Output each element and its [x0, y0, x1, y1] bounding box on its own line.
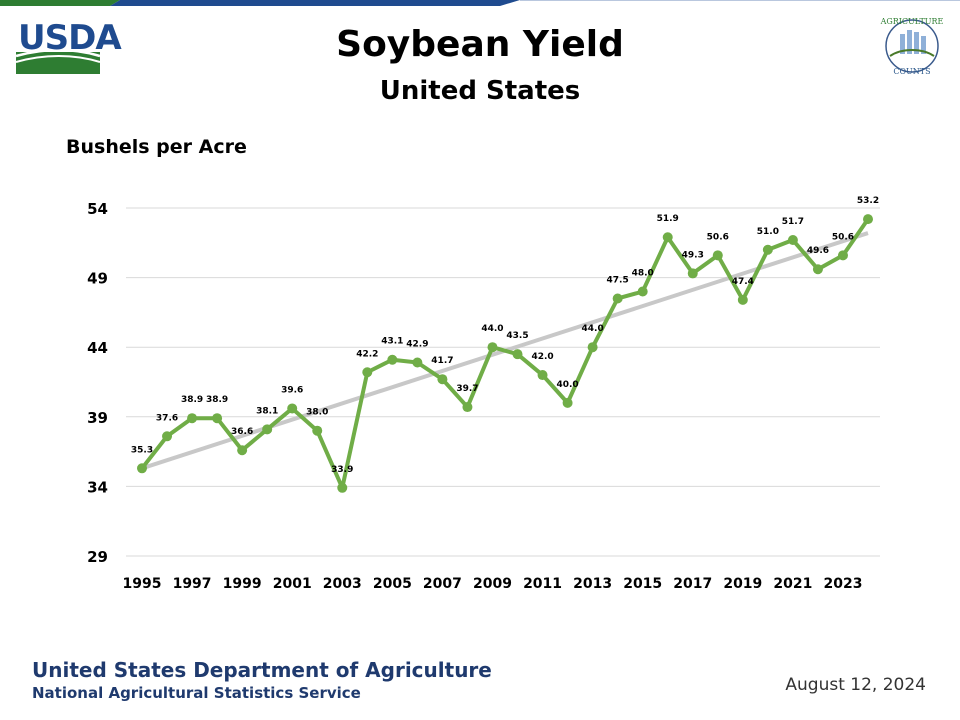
series-line-yield [140, 217, 870, 490]
data-point [837, 250, 848, 261]
footer-agency: National Agricultural Statistics Service [32, 684, 361, 702]
data-point [637, 286, 648, 297]
data-point [287, 403, 298, 414]
data-point [162, 431, 173, 442]
x-tick-label: 2005 [373, 576, 412, 592]
x-tick-label: 2011 [523, 576, 562, 592]
y-tick-label: 39 [87, 409, 108, 427]
data-label: 51.0 [757, 227, 779, 237]
data-label: 51.9 [657, 214, 679, 224]
data-point [137, 463, 147, 474]
data-label: 49.6 [807, 246, 829, 256]
data-label: 33.9 [331, 465, 353, 475]
data-label: 39.6 [281, 385, 303, 395]
x-tick-label: 2023 [823, 576, 862, 592]
data-label: 39.7 [456, 384, 478, 394]
data-label: 43.1 [381, 337, 403, 347]
data-point [337, 482, 348, 493]
data-label: 48.0 [632, 269, 654, 279]
y-tick-label: 29 [87, 548, 108, 566]
data-point [662, 232, 673, 243]
data-point [787, 235, 798, 246]
data-label: 47.4 [732, 277, 754, 287]
data-point [212, 413, 223, 424]
y-tick-label: 49 [87, 270, 108, 288]
data-point [437, 374, 448, 385]
data-point [262, 424, 273, 435]
data-label: 42.0 [531, 352, 553, 362]
data-label: 35.3 [131, 445, 153, 455]
data-label: 53.2 [857, 196, 879, 206]
data-label: 38.1 [256, 406, 278, 416]
footer-department: United States Department of Agriculture [32, 658, 492, 682]
x-tick-label: 2019 [723, 576, 762, 592]
data-point [562, 397, 573, 408]
data-point [612, 293, 623, 304]
data-point [762, 244, 773, 255]
data-label: 49.3 [682, 250, 704, 260]
data-label: 37.6 [156, 413, 178, 423]
data-point [312, 425, 323, 436]
x-tick-label: 1999 [223, 576, 262, 592]
data-point [412, 357, 423, 368]
header-accent-bar [0, 0, 960, 6]
chart-title: Soybean Yield [336, 24, 624, 65]
data-point [487, 342, 498, 353]
data-point [737, 294, 748, 305]
y-tick-label: 34 [87, 478, 108, 496]
data-point [187, 413, 198, 424]
data-point [537, 370, 548, 381]
data-point [687, 268, 698, 279]
data-label: 38.9 [206, 395, 228, 405]
data-label: 51.7 [782, 217, 804, 227]
svg-text:AGRICULTURE: AGRICULTURE [880, 17, 944, 26]
y-axis-label: Bushels per Acre [66, 136, 247, 158]
data-point [863, 214, 873, 225]
x-tick-label: 2015 [623, 576, 662, 592]
x-tick-label: 2021 [773, 576, 812, 592]
x-tick-label: 2013 [573, 576, 612, 592]
data-point [512, 349, 523, 360]
chart-subtitle: United States [379, 76, 581, 106]
data-label: 38.0 [306, 408, 328, 418]
data-label: 44.0 [481, 324, 503, 334]
footer-date: August 12, 2024 [785, 675, 926, 695]
x-tick-label: 2003 [323, 576, 362, 592]
data-label: 38.9 [181, 395, 203, 405]
svg-text:COUNTS: COUNTS [893, 67, 930, 76]
agriculture-counts-logo: AGRICULTURE COUNTS [872, 12, 952, 82]
y-tick-label: 44 [87, 339, 108, 357]
data-point [462, 402, 473, 413]
data-label: 47.5 [607, 275, 629, 285]
x-tick-label: 2007 [423, 576, 462, 592]
data-label: 43.5 [506, 331, 528, 341]
data-label: 44.0 [582, 324, 604, 334]
data-label: 42.9 [406, 340, 428, 350]
data-point [712, 250, 723, 261]
y-tick-label: 54 [87, 200, 108, 218]
data-point [587, 342, 598, 353]
usda-logo: USDA [14, 14, 122, 78]
data-point [237, 445, 248, 456]
usda-logo-text: USDA [18, 18, 122, 58]
x-tick-label: 2001 [273, 576, 312, 592]
data-point [812, 264, 823, 275]
data-point [387, 354, 398, 365]
data-label: 50.6 [707, 232, 729, 242]
x-tick-label: 2017 [673, 576, 712, 592]
x-tick-label: 1997 [173, 576, 212, 592]
data-label: 36.6 [231, 427, 253, 437]
data-label: 50.6 [832, 232, 854, 242]
data-label: 41.7 [431, 356, 453, 366]
data-label: 42.2 [356, 349, 378, 359]
soybean-yield-line-chart: 29 34 39 44 49 54 1995 1997 1999 2001 2003 2005 2007… [87, 196, 880, 592]
data-label: 40.0 [556, 380, 578, 390]
x-tick-label: 2009 [473, 576, 512, 592]
data-point [362, 367, 373, 378]
x-tick-label: 1995 [123, 576, 162, 592]
